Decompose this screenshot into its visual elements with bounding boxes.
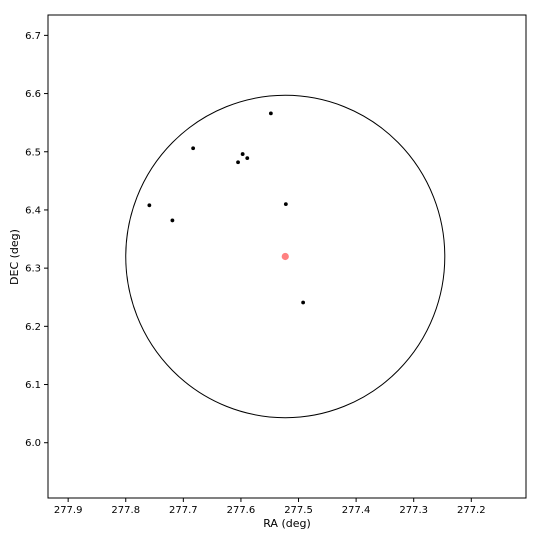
y-tick-label-7: 6.6 [25, 89, 41, 100]
y-axis-label: DEC (deg) [8, 229, 21, 285]
x-tick-label-7: 277.3 [399, 505, 428, 516]
data-point-9 [301, 301, 305, 305]
y-tick-label-2: 6.1 [25, 380, 41, 391]
x-tick-label-8: 277.2 [457, 505, 486, 516]
x-tick-label-3: 277.7 [169, 505, 198, 516]
data-point-5 [236, 160, 240, 164]
x-tick-label-2: 277.8 [111, 505, 140, 516]
x-tick-label-1: 277.9 [54, 505, 83, 516]
data-point-6 [147, 203, 151, 207]
y-tick-label-1: 6.0 [25, 438, 41, 449]
center-point [282, 253, 289, 260]
y-tick-label-6: 6.5 [25, 147, 41, 158]
x-axis-label: RA (deg) [263, 517, 311, 530]
data-point-4 [245, 156, 249, 160]
data-point-1 [269, 111, 273, 115]
x-tick-label-4: 277.6 [227, 505, 256, 516]
x-tick-label-5: 277.5 [284, 505, 313, 516]
y-tick-label-4: 6.3 [25, 264, 41, 275]
x-tick-label-6: 277.4 [342, 505, 371, 516]
data-point-8 [170, 219, 174, 223]
data-point-3 [241, 152, 245, 156]
y-tick-label-3: 6.2 [25, 322, 41, 333]
data-point-7 [284, 202, 288, 206]
y-tick-label-5: 6.4 [25, 205, 41, 216]
data-point-2 [191, 146, 195, 150]
y-tick-label-8: 6.7 [25, 31, 41, 42]
